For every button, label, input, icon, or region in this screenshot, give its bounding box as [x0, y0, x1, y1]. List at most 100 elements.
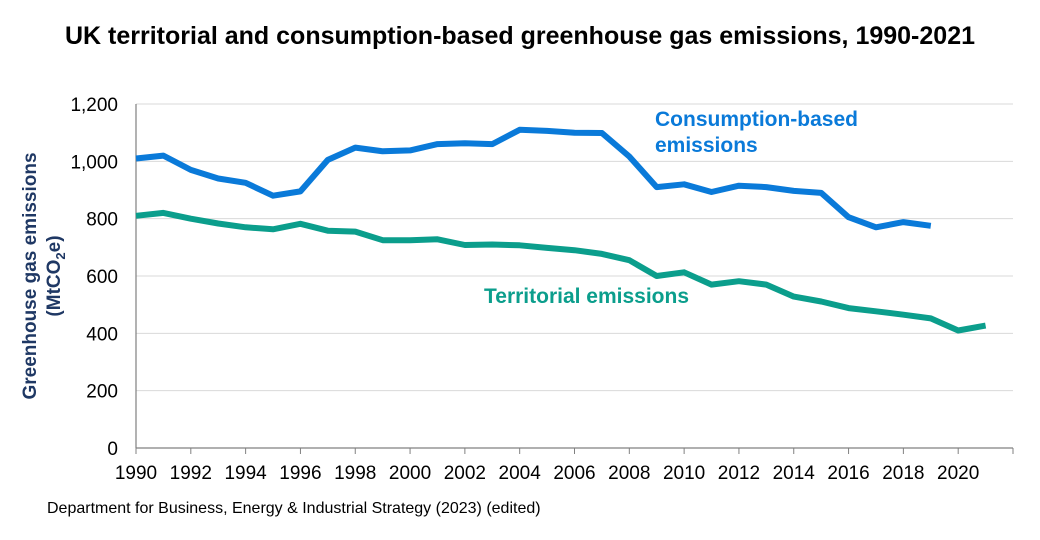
territorial-point [601, 253, 602, 254]
territorial-point [437, 239, 438, 240]
territorial-point [684, 272, 685, 273]
territorial-point [656, 276, 657, 277]
territorial-point [875, 311, 876, 312]
territorial-point [930, 318, 931, 319]
territorial-point [355, 231, 356, 232]
consumption-series-line [135, 126, 932, 231]
x-tick-label: 2006 [553, 463, 595, 484]
chart-title: UK territorial and consumption-based gre… [65, 22, 975, 50]
territorial-point [327, 230, 328, 231]
consumption-point [684, 184, 685, 185]
territorial-point [547, 247, 548, 248]
x-tick-label: 2008 [608, 463, 650, 484]
consumption-point [492, 144, 493, 145]
territorial-point [711, 284, 712, 285]
consumption-series-label: Consumption-based emissions [655, 108, 858, 157]
consumption-point [738, 185, 739, 186]
consumption-point [793, 190, 794, 191]
y-tick-labels: 0 200 400 600 800 1,000 1,200 [70, 95, 118, 460]
consumption-point [327, 159, 328, 160]
y-tick-label: 600 [86, 267, 118, 288]
consumption-point [711, 192, 712, 193]
x-tick-label: 2000 [389, 463, 431, 484]
x-tick-label: 2010 [663, 463, 705, 484]
x-tick-label: 1992 [170, 463, 212, 484]
consumption-point [218, 178, 219, 179]
consumption-point [190, 169, 191, 170]
territorial-point [273, 229, 274, 230]
territorial-point [821, 301, 822, 302]
territorial-point [190, 218, 191, 219]
x-tick-label: 2014 [773, 463, 816, 484]
territorial-point [519, 245, 520, 246]
territorial-point [492, 244, 493, 245]
consumption-point [519, 129, 520, 130]
consumption-point [547, 130, 548, 131]
y-tick-label: 200 [86, 382, 118, 403]
territorial-point [218, 223, 219, 224]
consumption-point [656, 187, 657, 188]
y-tick-label: 400 [86, 324, 118, 345]
consumption-point [382, 151, 383, 152]
consumption-point [766, 187, 767, 188]
territorial-point [163, 212, 164, 213]
territorial-point [903, 314, 904, 315]
consumption-point [875, 227, 876, 228]
consumption-point [930, 225, 931, 226]
consumption-point [848, 217, 849, 218]
y-tick-label: 1,200 [70, 95, 118, 116]
x-tick-label: 2018 [882, 463, 924, 484]
consumption-point [136, 158, 137, 159]
x-tick-label: 2002 [444, 463, 486, 484]
y-tick-label: 0 [107, 439, 118, 460]
consumption-point [437, 144, 438, 145]
series-labels: Consumption-based emissions Territorial em… [484, 108, 858, 308]
territorial-series-line [135, 209, 987, 334]
y-tick-label: 1,000 [70, 152, 118, 173]
series-lines [135, 126, 987, 334]
consumption-point [300, 191, 301, 192]
territorial-point [848, 308, 849, 309]
x-tick-label: 2016 [827, 463, 869, 484]
consumption-point [464, 143, 465, 144]
consumption-point [163, 155, 164, 156]
source-note: Department for Business, Energy & Indust… [47, 500, 541, 517]
territorial-point [410, 240, 411, 241]
consumption-point [601, 132, 602, 133]
territorial-point [766, 284, 767, 285]
territorial-point [245, 227, 246, 228]
x-tick-label: 2012 [718, 463, 760, 484]
territorial-point [136, 215, 137, 216]
territorial-point [300, 223, 301, 224]
x-tick-label: 2020 [937, 463, 979, 484]
territorial-point [574, 250, 575, 251]
x-tick-label: 2004 [499, 463, 542, 484]
axes [135, 104, 1014, 454]
consumption-point [574, 132, 575, 133]
consumption-point [903, 222, 904, 223]
consumption-point [821, 192, 822, 193]
territorial-point [629, 260, 630, 261]
consumption-point [629, 156, 630, 157]
gridlines [136, 103, 1013, 392]
y-axis-label: Greenhouse gas emissions [20, 152, 41, 399]
x-tick-label: 1990 [115, 463, 157, 484]
consumption-point [410, 150, 411, 151]
territorial-point [382, 240, 383, 241]
territorial-point [738, 281, 739, 282]
y-axis-unit-label: (MtCO2e) [44, 235, 68, 316]
y-tick-label: 800 [86, 210, 118, 231]
territorial-point [464, 245, 465, 246]
territorial-series-label: Territorial emissions [484, 285, 689, 308]
territorial-point [958, 330, 959, 331]
x-tick-label: 1996 [279, 463, 321, 484]
x-tick-labels: 1990 1992 1994 1996 1998 2000 2002 2004 2006 2008… [115, 463, 979, 484]
territorial-point [985, 325, 986, 326]
consumption-point [355, 147, 356, 148]
territorial-point [793, 296, 794, 297]
consumption-point [245, 182, 246, 183]
x-tick-label: 1994 [224, 463, 267, 484]
consumption-point [273, 195, 274, 196]
x-tick-label: 1998 [334, 463, 376, 484]
